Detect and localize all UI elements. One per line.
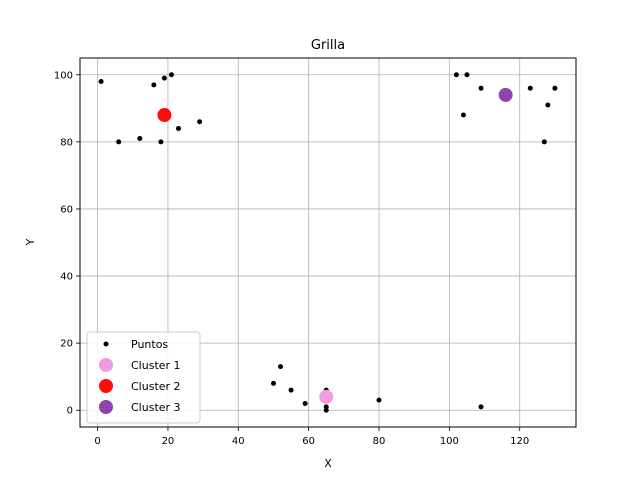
data-point [270, 380, 276, 386]
x-tick-label: 120 [510, 436, 529, 447]
chart-title: Grilla [311, 38, 345, 53]
x-tick-label: 80 [373, 436, 386, 447]
data-point [197, 119, 203, 125]
data-point [478, 404, 484, 410]
cluster-centroid-point [157, 108, 172, 123]
x-tick-label: 100 [440, 436, 459, 447]
data-point [545, 102, 551, 108]
legend: Puntos Cluster 1 Cluster 2 Cluster 3 [86, 331, 201, 424]
x-tick-label: 20 [162, 436, 175, 447]
y-tick-label: 20 [60, 339, 73, 350]
data-point [464, 72, 470, 78]
legend-marker [99, 400, 113, 414]
data-point [137, 136, 143, 142]
data-point [302, 401, 308, 407]
data-points [98, 72, 558, 413]
data-point [552, 85, 558, 91]
data-point [527, 85, 533, 91]
y-tick-label: 60 [60, 204, 73, 215]
y-tick-label: 40 [60, 272, 73, 283]
data-point [478, 85, 484, 91]
cluster-centroid-point [319, 389, 334, 404]
y-tick-label: 100 [54, 70, 73, 81]
x-tick-label: 40 [232, 436, 245, 447]
legend-label: Cluster 1 [131, 359, 181, 372]
legend-label: Puntos [131, 338, 168, 351]
data-point [453, 72, 459, 78]
data-point [376, 397, 382, 403]
data-point [323, 407, 329, 413]
data-point [278, 364, 284, 370]
data-point [541, 139, 547, 145]
data-point [460, 112, 466, 118]
x-tick-label: 0 [94, 436, 100, 447]
data-point [151, 82, 157, 88]
data-point [158, 139, 164, 145]
data-point [161, 75, 167, 81]
y-tick-label: 0 [67, 406, 73, 417]
legend-label: Cluster 2 [131, 380, 181, 393]
legend-marker [99, 379, 113, 393]
data-point [175, 125, 181, 131]
y-axis-ticks: 0 20 40 60 80 100 [54, 70, 80, 417]
y-axis-label: Y [24, 238, 37, 246]
x-tick-label: 60 [302, 436, 315, 447]
plot-frame [79, 57, 577, 428]
legend-marker [103, 341, 109, 347]
data-point [288, 387, 294, 393]
data-point [116, 139, 122, 145]
data-point [168, 72, 174, 78]
cluster-centroid-point [498, 87, 513, 102]
legend-label: Cluster 3 [131, 401, 181, 414]
x-axis-ticks: 0 20 40 60 80 100 120 [94, 427, 529, 447]
y-tick-label: 80 [60, 137, 73, 148]
legend-marker [99, 358, 113, 372]
data-point [98, 78, 104, 84]
x-axis-label: X [324, 457, 332, 470]
legend-box [86, 331, 201, 424]
